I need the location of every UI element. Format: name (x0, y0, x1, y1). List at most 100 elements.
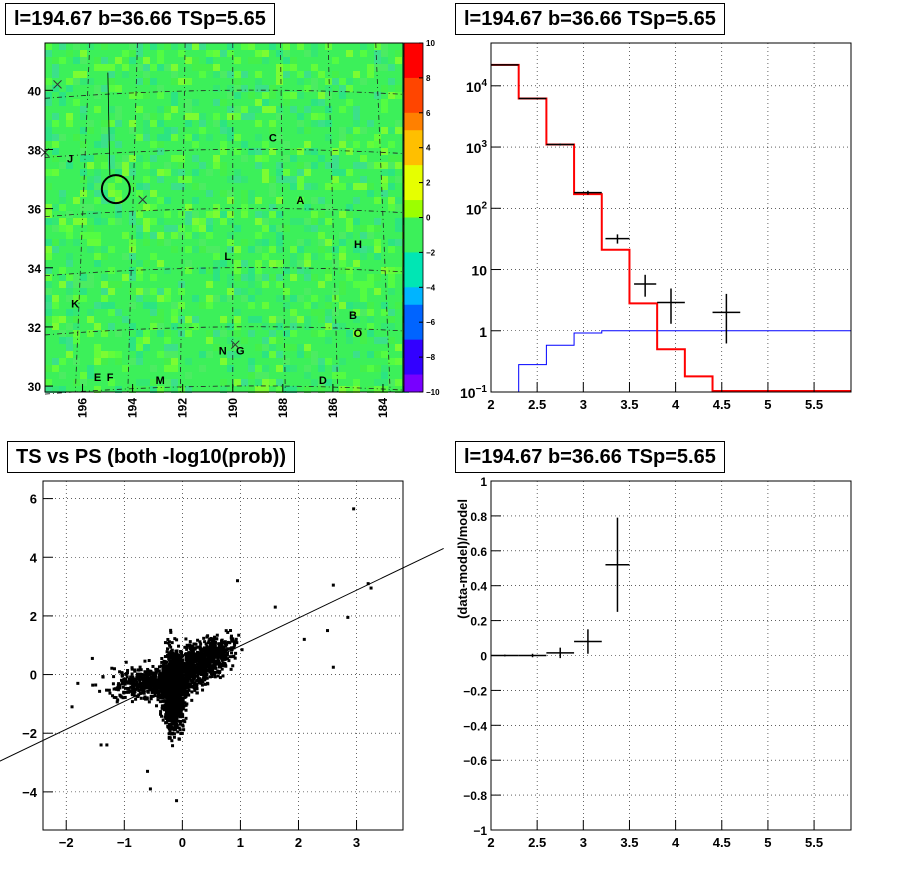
map-pixel (381, 372, 388, 379)
scatter-point (331, 665, 335, 669)
map-pixel (318, 218, 325, 225)
map-pixel (360, 78, 367, 85)
scatter-point (194, 671, 198, 675)
map-pixel (248, 190, 255, 197)
map-pixel (346, 148, 353, 155)
map-pixel (269, 204, 276, 211)
map-pixel (150, 169, 157, 176)
map-pixel (101, 127, 108, 134)
map-pixel (220, 386, 227, 393)
map-pixel (94, 260, 101, 267)
scatter-point (214, 659, 218, 663)
scatter-point (181, 698, 185, 702)
map-pixel (381, 309, 388, 316)
colorbar-cell (404, 43, 423, 61)
map-pixel (227, 281, 234, 288)
y-tick-label: 32 (28, 321, 42, 335)
map-pixel (269, 316, 276, 323)
x-tick-label: 5 (764, 397, 771, 412)
scatter-point (234, 651, 238, 655)
map-pixel (143, 288, 150, 295)
scatter-point (140, 681, 144, 685)
map-pixel (395, 218, 402, 225)
map-pixel (297, 267, 304, 274)
map-pixel (311, 162, 318, 169)
map-pixel (353, 106, 360, 113)
scatter-point (179, 719, 183, 723)
scatter-point (170, 683, 174, 687)
map-pixel (192, 218, 199, 225)
scatter-point (168, 690, 172, 694)
map-pixel (136, 43, 143, 50)
map-pixel (262, 99, 269, 106)
source-label: H (354, 239, 362, 251)
map-pixel (297, 239, 304, 246)
scatter-point (132, 693, 136, 697)
map-pixel (388, 64, 395, 71)
map-pixel (339, 288, 346, 295)
map-pixel (157, 218, 164, 225)
scatter-point (171, 667, 175, 671)
map-pixel (80, 113, 87, 120)
scatter-point (221, 664, 225, 668)
map-pixel (199, 64, 206, 71)
map-pixel (108, 190, 115, 197)
scatter-point (212, 657, 216, 661)
scatter-point (169, 645, 173, 649)
map-pixel (220, 141, 227, 148)
scatter-point (216, 669, 220, 673)
scatter-point (143, 670, 147, 674)
map-pixel (87, 120, 94, 127)
map-pixel (318, 281, 325, 288)
scatter-point (236, 579, 240, 583)
map-pixel (185, 267, 192, 274)
map-pixel (290, 260, 297, 267)
map-pixel (241, 85, 248, 92)
map-pixel (213, 155, 220, 162)
map-pixel (346, 99, 353, 106)
map-pixel (45, 134, 52, 141)
map-pixel (367, 225, 374, 232)
map-pixel (381, 148, 388, 155)
map-pixel (227, 218, 234, 225)
scatter-point (153, 674, 157, 678)
map-pixel (52, 64, 59, 71)
map-pixel (262, 274, 269, 281)
scatter-point (158, 693, 162, 697)
map-pixel (304, 351, 311, 358)
scatter-point (229, 647, 233, 651)
map-pixel (381, 302, 388, 309)
scatter-point (177, 726, 181, 730)
scatter-point (199, 673, 203, 677)
colorbar-label: 0 (426, 214, 431, 223)
map-pixel (220, 162, 227, 169)
scatter-point (130, 690, 134, 694)
map-pixel (171, 155, 178, 162)
scatter-point (177, 644, 181, 648)
scatter-point (171, 744, 175, 748)
map-pixel (45, 267, 52, 274)
scatter-point (201, 672, 205, 676)
map-pixel (367, 330, 374, 337)
map-pixel (59, 267, 66, 274)
map-pixel (80, 204, 87, 211)
scatter-point (169, 713, 173, 717)
scatter-point (174, 678, 178, 682)
map-pixel (94, 218, 101, 225)
scatter-point (180, 669, 184, 673)
scatter-point (160, 714, 164, 718)
map-pixel (367, 232, 374, 239)
map-pixel (269, 211, 276, 218)
scatter-point (128, 678, 132, 682)
map-pixel (353, 197, 360, 204)
map-pixel (45, 302, 52, 309)
map-pixel (381, 106, 388, 113)
map-pixel (164, 239, 171, 246)
scatter-point (173, 661, 177, 665)
scatter-point (178, 707, 182, 711)
scatter-point (120, 695, 124, 699)
map-pixel (178, 225, 185, 232)
scatter-point (178, 669, 182, 673)
map-pixel (276, 281, 283, 288)
map-pixel (248, 113, 255, 120)
